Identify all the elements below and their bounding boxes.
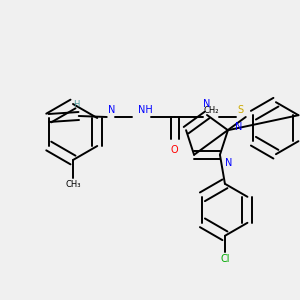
Text: NH: NH xyxy=(138,105,152,115)
Text: N: N xyxy=(235,122,242,132)
Text: Cl: Cl xyxy=(220,254,230,264)
Text: CH₂: CH₂ xyxy=(204,106,219,115)
Text: N: N xyxy=(108,105,115,115)
Text: CH₃: CH₃ xyxy=(65,180,81,189)
Text: N: N xyxy=(225,158,232,168)
Text: H: H xyxy=(74,100,80,109)
Text: S: S xyxy=(238,105,244,115)
Text: O: O xyxy=(171,145,178,155)
Text: N: N xyxy=(203,99,211,109)
